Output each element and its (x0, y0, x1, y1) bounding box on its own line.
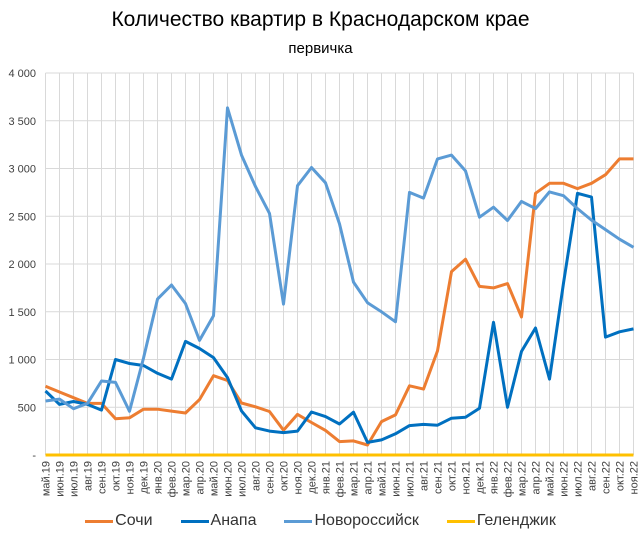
y-tick-label: 2 500 (8, 211, 36, 223)
legend: Сочи Анапа Новороссийск Геленджик (0, 512, 641, 530)
x-tick-label: ноя.21 (461, 461, 473, 494)
y-axis: - 500 1 000 1 500 2 000 2 500 3 000 3 500 4 000 (8, 68, 36, 462)
x-tick-label: сен.22 (601, 461, 613, 494)
x-tick-label: июл.22 (573, 461, 585, 497)
x-tick-label: янв.20 (153, 461, 165, 494)
y-tick-label: 3 000 (8, 164, 36, 176)
chart-subtitle: первичка (288, 40, 353, 57)
y-tick-label: 2 000 (8, 259, 36, 271)
x-tick-label: авг.19 (83, 461, 95, 491)
x-tick-label: май.19 (41, 461, 53, 496)
x-tick-label: дек.21 (475, 461, 487, 494)
x-tick-label: фев.22 (503, 461, 515, 497)
x-tick-label: май.21 (377, 461, 389, 496)
x-tick-label: янв.22 (489, 461, 501, 494)
legend-swatch-novorossiysk (284, 519, 313, 523)
legend-swatch-anapa (180, 519, 209, 523)
gridlines (45, 72, 634, 456)
x-tick-label: дек.19 (139, 461, 151, 494)
x-tick-label: ноя.19 (125, 461, 137, 494)
legend-label: Геленджик (476, 512, 556, 529)
x-tick-label: авг.20 (251, 461, 263, 491)
y-tick-label: 1 000 (8, 355, 36, 367)
x-tick-label: апр.22 (531, 461, 543, 494)
x-tick-label: янв.21 (321, 461, 333, 494)
y-tick-label: 3 500 (8, 116, 36, 128)
x-tick-label: окт.20 (279, 461, 291, 491)
x-tick-label: окт.19 (111, 461, 123, 491)
x-tick-label: июл.20 (237, 461, 249, 497)
chart-title: Количество квартир в Краснодарском крае (111, 8, 530, 31)
x-tick-label: июн.21 (391, 461, 403, 497)
legend-item-anapa[interactable]: Анапа (180, 512, 257, 530)
y-tick-label: - (32, 450, 36, 462)
x-tick-label: мар.22 (517, 461, 529, 496)
x-tick-label: июн.19 (55, 461, 67, 497)
x-tick-label: окт.21 (447, 461, 459, 491)
legend-item-gelendzhik[interactable]: Геленджик (446, 512, 556, 530)
series-line-1 (44, 191, 634, 444)
series-line-2 (45, 106, 635, 413)
x-tick-label: ноя.22 (629, 461, 641, 494)
x-tick-label: окт.22 (615, 461, 627, 491)
x-tick-label: дек.20 (307, 461, 319, 494)
y-tick-label: 1 500 (8, 307, 36, 319)
x-tick-label: сен.19 (97, 461, 109, 494)
x-tick-label: сен.20 (265, 461, 277, 494)
x-tick-label: май.22 (545, 461, 557, 496)
legend-swatch-sochi (85, 519, 114, 523)
x-tick-label: мар.20 (181, 461, 193, 496)
x-tick-label: сен.21 (433, 461, 445, 494)
x-tick-label: июл.19 (69, 461, 81, 497)
x-tick-label: ноя.20 (293, 461, 305, 494)
x-tick-label: авг.22 (587, 461, 599, 491)
x-tick-label: май.20 (209, 461, 221, 496)
series-lines (44, 106, 635, 457)
x-tick-label: июн.20 (223, 461, 235, 497)
x-tick-label: апр.21 (363, 461, 375, 494)
legend-label: Новороссийск (314, 512, 419, 529)
y-tick-label: 500 (18, 402, 36, 414)
x-tick-label: июн.22 (559, 461, 571, 497)
legend-item-sochi[interactable]: Сочи (85, 512, 153, 530)
legend-label: Сочи (115, 512, 153, 529)
x-tick-label: апр.20 (195, 461, 207, 494)
series-line-0 (44, 157, 634, 447)
legend-item-novorossiysk[interactable]: Новороссийск (284, 512, 419, 530)
legend-label: Анапа (210, 512, 257, 529)
x-axis: май.19 июн.19 июл.19 авг.19 сен.19 окт.19 ноя.… (41, 461, 641, 497)
legend-swatch-gelendzhik (446, 519, 475, 523)
x-tick-label: мар.21 (349, 461, 361, 496)
x-tick-label: авг.21 (419, 461, 431, 491)
x-tick-label: фев.20 (167, 461, 179, 497)
x-tick-label: фев.21 (335, 461, 347, 497)
x-tick-label: июл.21 (405, 461, 417, 497)
y-tick-label: 4 000 (8, 68, 36, 80)
